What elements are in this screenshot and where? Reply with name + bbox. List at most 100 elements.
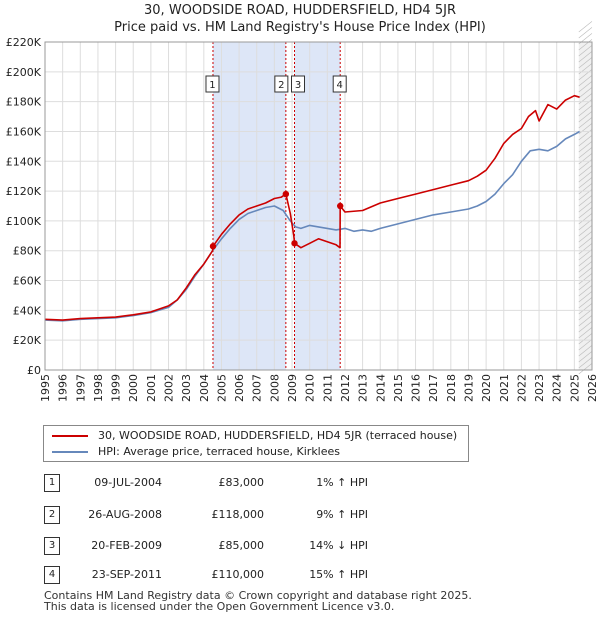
x-tick-label: 2025 bbox=[568, 374, 581, 402]
sale-label-box bbox=[291, 75, 306, 93]
forecast-hatch bbox=[578, 75, 593, 87]
sale-badge: 1 bbox=[44, 474, 60, 492]
x-tick-label: 2024 bbox=[551, 374, 564, 402]
forecast-hatch bbox=[578, 297, 593, 309]
forecast-hatch bbox=[578, 111, 593, 123]
sale-label-text: 2 bbox=[278, 80, 284, 91]
forecast-hatch bbox=[578, 93, 593, 105]
sale-date: 09-JUL-2004 bbox=[94, 476, 162, 489]
forecast-hatch bbox=[578, 333, 593, 345]
sale-label-box bbox=[274, 75, 289, 93]
sale-hpi-change: 14% ↓ HPI bbox=[309, 539, 368, 552]
forecast-hatch bbox=[578, 171, 593, 183]
x-tick-label: 2022 bbox=[515, 374, 528, 402]
x-tick-label: 2017 bbox=[427, 374, 440, 402]
sale-row: 3 20-FEB-2009 £85,000 14% ↓ HPI bbox=[40, 536, 380, 556]
sale-date: 26-AUG-2008 bbox=[88, 508, 162, 521]
sale-price: £83,000 bbox=[218, 476, 265, 489]
sale-date: 20-FEB-2009 bbox=[91, 539, 162, 552]
forecast-hatch bbox=[578, 285, 593, 297]
x-tick-label: 2004 bbox=[198, 374, 211, 402]
forecast-hatch bbox=[578, 231, 593, 243]
property-price-line bbox=[44, 94, 580, 321]
forecast-hatch bbox=[578, 345, 593, 357]
y-tick-label: £140K bbox=[6, 155, 42, 168]
sale-dots bbox=[209, 190, 344, 250]
highlight-band bbox=[294, 42, 341, 370]
sale-hpi-change: 15% ↑ HPI bbox=[309, 568, 368, 581]
sale-dot bbox=[337, 202, 344, 210]
sale-label-text: 4 bbox=[337, 80, 343, 91]
forecast-hatch bbox=[578, 207, 593, 219]
forecast-hatch bbox=[578, 279, 593, 291]
forecast-hatch bbox=[578, 69, 593, 81]
forecast-hatch bbox=[578, 195, 593, 207]
forecast-hatch bbox=[578, 267, 593, 279]
legend-item-hpi: HPI: Average price, terraced house, Kirk… bbox=[52, 444, 340, 460]
legend-item-property: 30, WOODSIDE ROAD, HUDDERSFIELD, HD4 5JR… bbox=[52, 428, 457, 444]
forecast-hatch bbox=[578, 201, 593, 213]
sale-date: 23-SEP-2011 bbox=[91, 568, 162, 581]
forecast-hatch bbox=[578, 165, 593, 177]
forecast-hatch bbox=[578, 117, 593, 129]
y-tick-label: £160K bbox=[6, 125, 42, 138]
sale-price: £110,000 bbox=[211, 568, 265, 581]
forecast-hatch bbox=[578, 27, 593, 39]
legend-label-hpi: HPI: Average price, terraced house, Kirk… bbox=[98, 445, 341, 458]
x-tick-label: 2002 bbox=[163, 374, 176, 402]
sale-dot bbox=[282, 190, 290, 198]
forecast-hatch bbox=[578, 255, 593, 267]
x-tick-label: 2011 bbox=[321, 374, 334, 402]
legend-label-property: 30, WOODSIDE ROAD, HUDDERSFIELD, HD4 5JR… bbox=[98, 429, 458, 442]
plot-frame bbox=[44, 41, 593, 371]
x-tick-label: 1998 bbox=[92, 374, 105, 402]
forecast-hatch bbox=[578, 243, 593, 255]
legend-swatch-property bbox=[52, 435, 88, 437]
y-tick-label: £0 bbox=[27, 364, 41, 377]
legend-swatch-hpi bbox=[52, 451, 88, 453]
x-tick-label: 2000 bbox=[127, 374, 140, 402]
forecast-hatch bbox=[578, 339, 593, 351]
forecast-hatch bbox=[578, 225, 593, 237]
x-tick-label: 2006 bbox=[233, 374, 246, 402]
y-tick-label: £200K bbox=[6, 66, 42, 79]
forecast-hatch bbox=[578, 309, 593, 321]
sale-hpi-change: 1% ↑ HPI bbox=[316, 476, 368, 489]
footer-license: This data is licensed under the Open Gov… bbox=[44, 600, 395, 613]
x-tick-label: 2021 bbox=[498, 374, 511, 402]
sale-label-box bbox=[332, 75, 347, 93]
x-tick-label: 2003 bbox=[180, 374, 193, 402]
sale-hpi-change: 9% ↑ HPI bbox=[316, 508, 368, 521]
forecast-hatch bbox=[578, 45, 593, 57]
forecast-hatch bbox=[578, 81, 593, 93]
forecast-hatch bbox=[578, 123, 593, 135]
x-tick-label: 2005 bbox=[215, 374, 228, 402]
x-tick-label: 2026 bbox=[586, 374, 599, 402]
sale-price: £118,000 bbox=[211, 508, 265, 521]
y-axis: £0 £20K £40K £60K £80K £100K £120K £140K £160K £1… bbox=[6, 36, 42, 377]
forecast-hatch bbox=[578, 237, 593, 249]
sale-badge: 2 bbox=[44, 506, 60, 524]
sale-row: 1 09-JUL-2004 £83,000 1% ↑ HPI bbox=[40, 473, 380, 493]
forecast-hatch bbox=[578, 303, 593, 315]
sale-row: 2 26-AUG-2008 £118,000 9% ↑ HPI bbox=[40, 505, 380, 525]
forecast-hatch bbox=[578, 177, 593, 189]
x-tick-label: 2023 bbox=[533, 374, 546, 402]
sale-price: £85,000 bbox=[218, 539, 265, 552]
forecast-hatch bbox=[578, 321, 593, 333]
sale-label-text: 1 bbox=[209, 80, 215, 91]
x-tick-label: 1995 bbox=[39, 374, 52, 402]
sale-dot bbox=[291, 240, 298, 247]
forecast-hatch bbox=[578, 141, 593, 153]
x-tick-label: 2007 bbox=[251, 374, 264, 402]
x-tick-label: 2009 bbox=[286, 374, 299, 402]
forecast-hatch bbox=[578, 213, 593, 225]
y-tick-label: £60K bbox=[13, 275, 42, 288]
x-tick-label: 2018 bbox=[445, 374, 458, 402]
forecast-hatch bbox=[578, 147, 593, 159]
y-tick-label: £80K bbox=[13, 245, 42, 258]
x-tick-label: 2014 bbox=[374, 374, 387, 402]
forecast-hatch bbox=[578, 51, 593, 63]
x-tick-label: 2015 bbox=[392, 374, 405, 402]
